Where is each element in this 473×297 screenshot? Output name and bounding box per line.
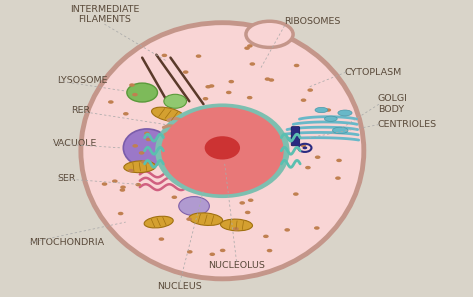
Ellipse shape xyxy=(187,250,193,254)
Text: GOLGI
BODY: GOLGI BODY xyxy=(378,94,408,114)
Ellipse shape xyxy=(269,78,274,82)
Ellipse shape xyxy=(325,108,331,112)
Ellipse shape xyxy=(293,192,298,196)
Ellipse shape xyxy=(151,107,184,121)
Ellipse shape xyxy=(245,211,251,214)
Ellipse shape xyxy=(183,70,189,74)
Ellipse shape xyxy=(120,185,126,189)
Ellipse shape xyxy=(132,93,138,96)
Ellipse shape xyxy=(228,80,234,83)
Ellipse shape xyxy=(265,77,270,81)
Ellipse shape xyxy=(132,144,138,148)
Ellipse shape xyxy=(102,182,107,186)
Ellipse shape xyxy=(336,159,342,162)
Ellipse shape xyxy=(141,160,147,164)
Ellipse shape xyxy=(233,227,239,230)
Ellipse shape xyxy=(123,129,170,167)
Text: NUCLEOLUS: NUCLEOLUS xyxy=(208,261,265,270)
Text: LYSOSOME: LYSOSOME xyxy=(57,76,108,86)
Ellipse shape xyxy=(120,188,125,192)
Ellipse shape xyxy=(81,23,364,279)
Ellipse shape xyxy=(144,132,150,135)
Ellipse shape xyxy=(108,100,114,104)
Ellipse shape xyxy=(226,91,232,94)
Ellipse shape xyxy=(179,197,210,216)
Ellipse shape xyxy=(301,98,307,102)
Ellipse shape xyxy=(305,166,311,169)
Ellipse shape xyxy=(202,97,208,100)
Ellipse shape xyxy=(301,144,306,147)
Ellipse shape xyxy=(158,237,164,241)
Ellipse shape xyxy=(147,160,152,164)
Ellipse shape xyxy=(248,198,254,202)
Text: INTERMEDIATE
FILAMENTS: INTERMEDIATE FILAMENTS xyxy=(70,5,139,24)
Ellipse shape xyxy=(239,201,245,205)
Ellipse shape xyxy=(324,116,337,121)
Ellipse shape xyxy=(162,54,167,57)
Ellipse shape xyxy=(123,112,129,116)
Ellipse shape xyxy=(127,83,158,102)
Ellipse shape xyxy=(186,217,192,221)
Ellipse shape xyxy=(189,213,223,225)
Ellipse shape xyxy=(335,176,341,180)
Ellipse shape xyxy=(267,249,272,252)
Ellipse shape xyxy=(205,85,211,89)
Ellipse shape xyxy=(112,179,118,183)
Ellipse shape xyxy=(144,216,173,228)
Ellipse shape xyxy=(294,64,299,67)
Ellipse shape xyxy=(249,62,255,66)
Ellipse shape xyxy=(303,146,307,149)
Ellipse shape xyxy=(155,103,289,198)
Ellipse shape xyxy=(196,54,201,58)
Text: SER: SER xyxy=(57,174,76,183)
Text: CENTRIOLES: CENTRIOLES xyxy=(378,120,437,129)
Ellipse shape xyxy=(314,226,320,230)
Ellipse shape xyxy=(333,127,348,134)
Ellipse shape xyxy=(124,161,156,173)
Ellipse shape xyxy=(139,151,144,155)
Ellipse shape xyxy=(209,84,214,88)
Ellipse shape xyxy=(135,183,141,187)
Ellipse shape xyxy=(220,249,226,252)
Ellipse shape xyxy=(247,44,253,48)
Ellipse shape xyxy=(128,169,134,172)
Text: RER: RER xyxy=(71,105,90,115)
Ellipse shape xyxy=(129,83,135,87)
Ellipse shape xyxy=(315,108,328,113)
Ellipse shape xyxy=(244,46,250,50)
Text: VACUOLE: VACUOLE xyxy=(53,139,97,148)
FancyBboxPatch shape xyxy=(291,127,300,146)
Ellipse shape xyxy=(284,228,290,232)
Text: CYTOPLASM: CYTOPLASM xyxy=(345,68,402,77)
Ellipse shape xyxy=(172,195,177,199)
Ellipse shape xyxy=(307,88,313,92)
Text: NUCLEUS: NUCLEUS xyxy=(158,282,202,291)
Ellipse shape xyxy=(210,252,215,256)
Ellipse shape xyxy=(146,138,151,141)
Ellipse shape xyxy=(161,107,284,195)
Ellipse shape xyxy=(247,96,253,99)
Ellipse shape xyxy=(315,155,321,159)
Text: RIBOSOMES: RIBOSOMES xyxy=(284,17,340,26)
Ellipse shape xyxy=(205,136,240,159)
Ellipse shape xyxy=(246,21,293,48)
Ellipse shape xyxy=(164,94,186,108)
Ellipse shape xyxy=(338,110,352,116)
Text: MITOCHONDRIA: MITOCHONDRIA xyxy=(29,238,104,247)
Ellipse shape xyxy=(118,212,123,215)
Ellipse shape xyxy=(263,235,269,238)
Ellipse shape xyxy=(220,219,253,231)
